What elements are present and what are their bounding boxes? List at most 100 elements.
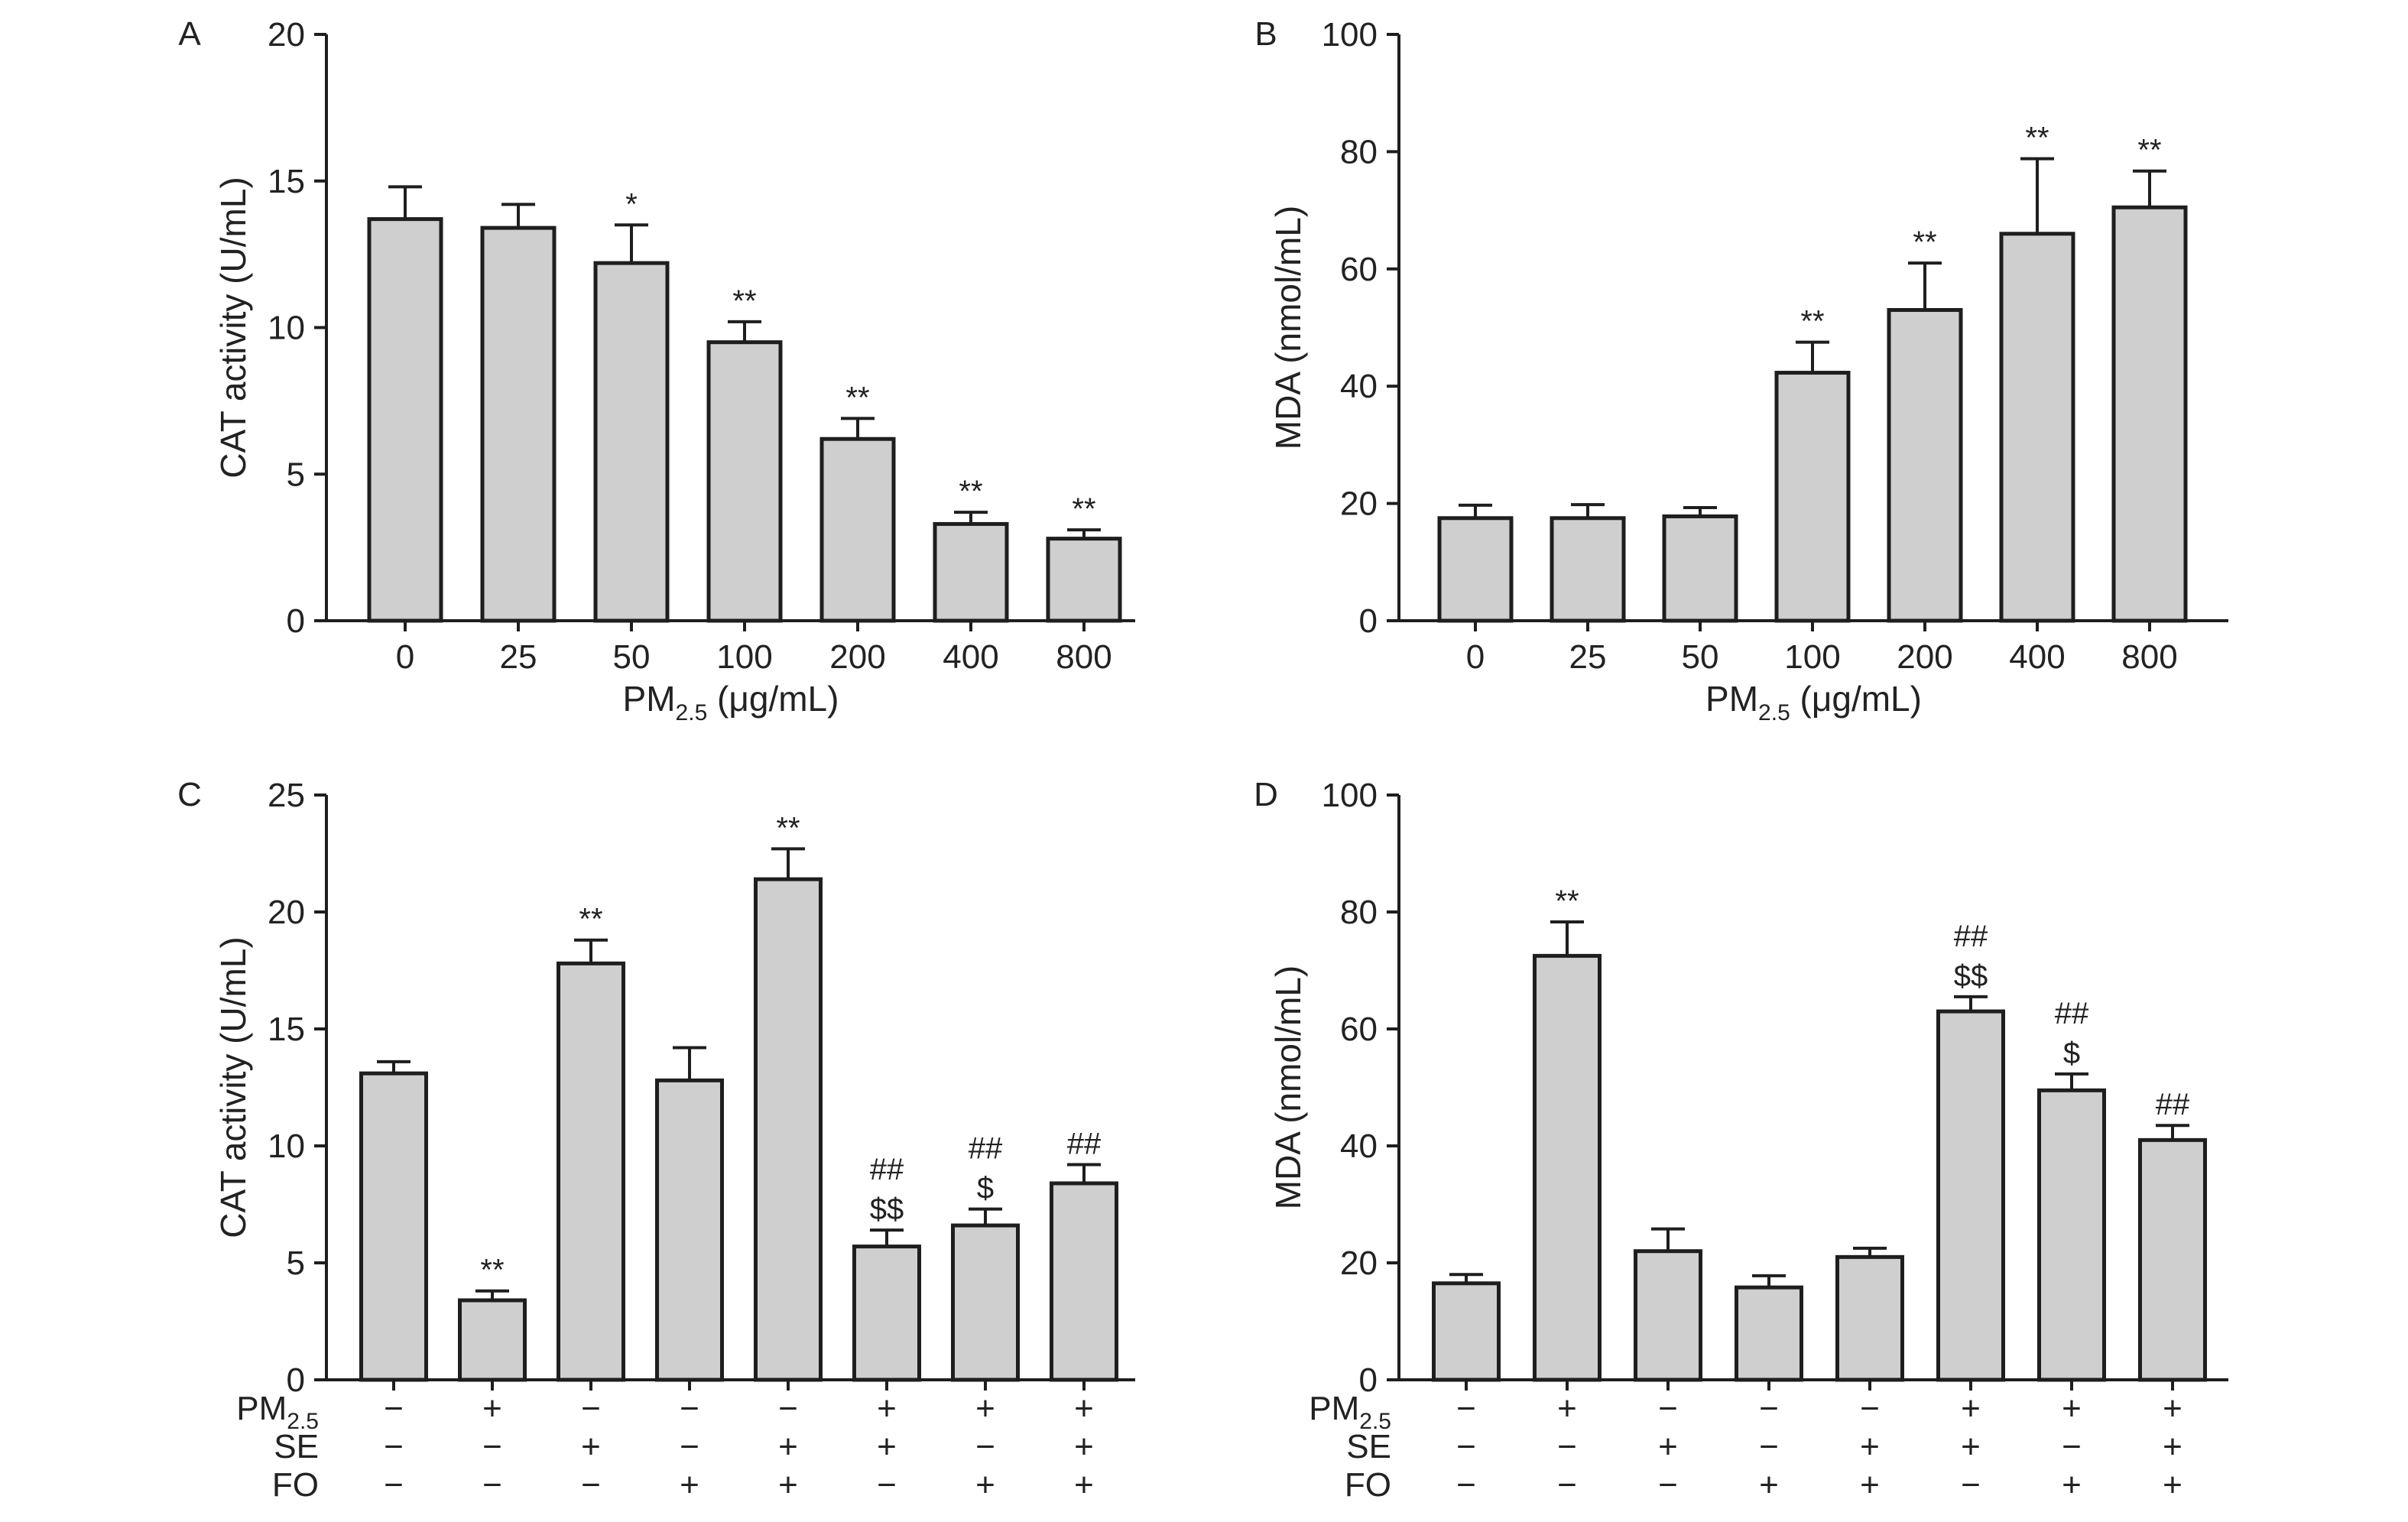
y-tick-label: 60	[1340, 1011, 1378, 1048]
significance-label: ##	[870, 1153, 904, 1186]
significance-label: ##	[1067, 1127, 1102, 1160]
treatment-sign: +	[778, 1428, 798, 1465]
significance-label: **	[1555, 884, 1579, 918]
bar	[951, 1223, 1020, 1382]
treatment-sign: −	[1658, 1466, 1678, 1504]
treatment-sign: +	[1961, 1428, 1981, 1465]
treatment-sign: +	[1860, 1466, 1880, 1504]
treatment-sign: −	[384, 1390, 404, 1427]
y-tick-label: 80	[1340, 894, 1378, 931]
y-tick-label: 10	[268, 310, 305, 347]
significance-label: **	[1800, 305, 1824, 339]
y-tick-label: 0	[1359, 602, 1378, 640]
significance-label: *	[625, 187, 638, 221]
treatment-sign: +	[877, 1390, 897, 1427]
treatment-sign: +	[1759, 1466, 1779, 1504]
treatment-sign: +	[1658, 1428, 1678, 1465]
y-tick-label: 5	[287, 456, 305, 493]
treatment-label-main: PM	[1309, 1390, 1359, 1427]
significance-label: ##	[2156, 1088, 2190, 1121]
x-axis-label-unit: (μg/mL)	[707, 679, 839, 719]
treatment-sign: +	[482, 1390, 502, 1427]
treatment-row-label: SE	[1346, 1428, 1391, 1465]
significance-label: ##	[969, 1132, 1003, 1166]
bar	[1046, 537, 1122, 623]
bar	[367, 217, 443, 623]
significance-label: **	[1072, 492, 1095, 526]
panel-letter: A	[178, 15, 201, 53]
panel-letter: B	[1254, 15, 1277, 53]
treatment-label-main: PM	[236, 1390, 287, 1427]
treatment-sign: +	[975, 1466, 995, 1504]
panel-d: D 0 20 40 60 80 100 MDA (nmol/mL) ** ## $$ ## $ ## PM2…	[1254, 776, 2228, 1504]
bar	[1050, 1181, 1118, 1382]
y-tick-label: 100	[1322, 16, 1378, 54]
treatment-sign: +	[1074, 1390, 1094, 1427]
bar	[2111, 205, 2188, 623]
significance-label: $	[2063, 1037, 2080, 1070]
bar	[1550, 516, 1626, 623]
bar	[1432, 1281, 1501, 1382]
panel-letter: C	[177, 776, 202, 813]
bar	[852, 1245, 921, 1382]
y-tick-label: 100	[1322, 777, 1378, 814]
y-tick-label: 80	[1340, 133, 1378, 170]
panel-a: A 0 5 10 15 20 CAT activity (U/mL) 0 25 * 50 ** 100 *…	[178, 15, 1135, 725]
treatment-label-subscript: 2.5	[287, 1409, 319, 1434]
treatment-row-label: FO	[272, 1466, 319, 1504]
x-tick-label: 100	[716, 638, 772, 676]
treatment-sign: +	[975, 1390, 995, 1427]
bar	[1887, 307, 1963, 623]
treatment-sign: −	[1860, 1390, 1880, 1427]
significance-label: $	[977, 1172, 994, 1206]
treatment-sign: −	[1658, 1390, 1678, 1427]
x-tick-label: 25	[1569, 638, 1607, 676]
treatment-row-label: SE	[274, 1428, 319, 1465]
significance-label: **	[2137, 134, 2161, 167]
treatment-sign: −	[1557, 1466, 1577, 1504]
treatment-sign: +	[680, 1466, 699, 1504]
bar	[706, 340, 783, 623]
y-tick-label: 15	[268, 1011, 305, 1048]
treatment-sign: +	[2163, 1428, 2182, 1465]
significance-label: **	[1913, 226, 1936, 259]
bar	[754, 877, 823, 1382]
significance-label: **	[480, 1254, 504, 1287]
significance-label: ##	[2055, 997, 2089, 1030]
bar	[1437, 516, 1514, 623]
x-tick-label: 800	[2121, 638, 2177, 676]
x-axis-label-main: PM	[1705, 679, 1758, 719]
y-tick-label: 40	[1340, 1128, 1378, 1165]
bar	[1662, 514, 1738, 623]
treatment-label-main: FO	[1345, 1466, 1391, 1504]
y-tick-label: 0	[287, 1361, 305, 1399]
treatment-sign: +	[1860, 1428, 1880, 1465]
treatment-sign: +	[1557, 1390, 1577, 1427]
bar	[1533, 953, 1602, 1382]
bar	[1936, 1009, 2005, 1382]
significance-label: **	[2025, 122, 2049, 155]
bar	[1735, 1285, 1803, 1382]
treatment-sign: −	[680, 1428, 699, 1465]
treatment-sign: −	[482, 1428, 502, 1465]
y-tick-label: 20	[268, 894, 305, 931]
y-tick-label: 10	[268, 1128, 305, 1165]
y-axis-label: MDA (nmol/mL)	[1268, 965, 1308, 1209]
treatment-sign: −	[1759, 1390, 1779, 1427]
treatment-sign: −	[877, 1466, 897, 1504]
x-tick-label: 0	[396, 638, 414, 676]
x-tick-label: 50	[1682, 638, 1719, 676]
x-axis-label-main: PM	[623, 679, 676, 719]
y-tick-label: 40	[1340, 368, 1378, 405]
y-tick-label: 25	[268, 777, 305, 814]
significance-label: **	[579, 903, 602, 936]
significance-label: ##	[1954, 920, 1988, 953]
treatment-label-subscript: 2.5	[1359, 1409, 1391, 1434]
treatment-sign: −	[680, 1390, 699, 1427]
significance-label: **	[845, 381, 869, 414]
x-axis-label: PM2.5 (μg/mL)	[1705, 679, 1922, 725]
bar	[1634, 1249, 1702, 1382]
panel-letter: D	[1254, 776, 1278, 813]
treatment-row-label: PM2.5	[1309, 1390, 1391, 1434]
